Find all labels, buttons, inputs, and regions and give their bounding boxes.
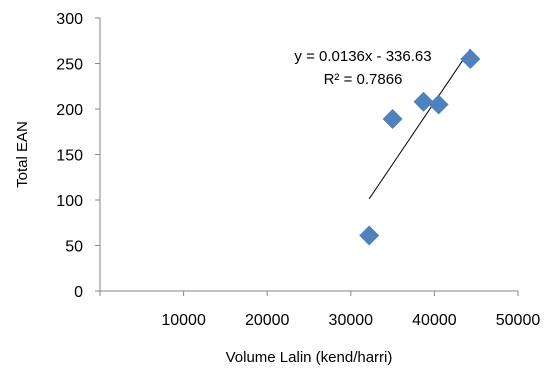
- x-tick-label: 20000: [245, 312, 290, 329]
- x-tick-label: 30000: [329, 312, 374, 329]
- data-point: [460, 48, 481, 69]
- y-tick-label: 150: [56, 148, 83, 165]
- y-tick-label: 250: [56, 57, 83, 74]
- x-tick-labels: 10000 20000 30000 40000 50000: [161, 312, 540, 329]
- y-tick-labels: 0 50 100 150 200 250 300: [56, 11, 83, 301]
- x-tick-label: 40000: [412, 312, 457, 329]
- trendline: [368, 48, 471, 200]
- data-point: [359, 225, 380, 246]
- x-tick-label: 10000: [161, 312, 206, 329]
- y-tick-label: 100: [56, 193, 83, 210]
- x-tick-label: 50000: [496, 312, 541, 329]
- data-point: [428, 94, 449, 115]
- x-axis-title: Volume Lalin (kend/harri): [226, 349, 393, 366]
- data-points: [359, 48, 481, 246]
- y-axis-title: Total EAN: [14, 121, 31, 188]
- trendline-equation-label: y = 0.0136x - 336.63: [294, 48, 431, 65]
- axes: [95, 17, 519, 296]
- y-tick-label: 0: [74, 284, 83, 301]
- data-point: [382, 109, 403, 130]
- data-point: [413, 91, 434, 112]
- y-tick-label: 200: [56, 102, 83, 119]
- y-tick-label: 300: [56, 11, 83, 28]
- y-tick-label: 50: [65, 239, 83, 256]
- trendline-r2-label: R² = 0.7866: [324, 71, 403, 88]
